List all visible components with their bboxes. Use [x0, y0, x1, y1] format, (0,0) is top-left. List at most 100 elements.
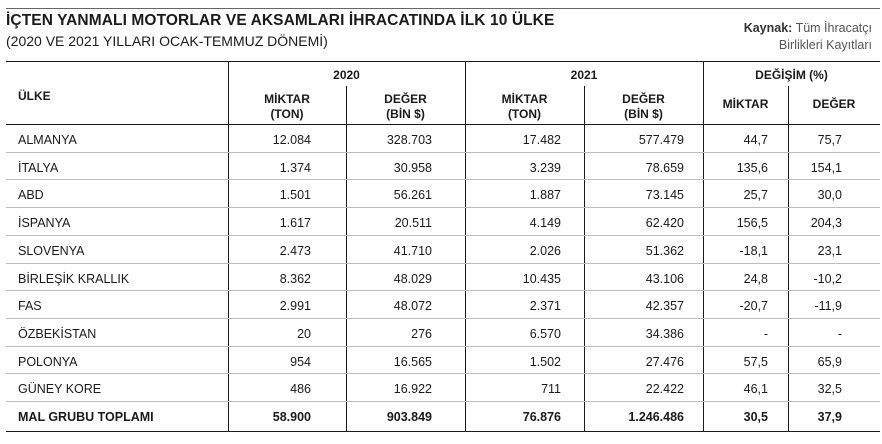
country-cell: MAL GRUBU TOPLAMI — [18, 410, 154, 424]
value-cell: 1.246.486 — [628, 410, 684, 424]
column-header-label: DEĞER — [812, 97, 856, 111]
country-cell: SLOVENYA — [18, 243, 85, 258]
group-divider — [703, 61, 704, 431]
table-row: İTALYA 1.374 30.958 3.239 78.659 135,6 154,1 — [6, 151, 880, 180]
value-cell: 3.239 — [529, 160, 561, 175]
value-cell: 1.617 — [279, 216, 311, 231]
column-header: MİKTAR (TON) — [228, 92, 346, 122]
source-line-1: Tüm İhracatçı — [795, 21, 872, 35]
value-cell: 2.473 — [279, 243, 311, 258]
value-cell: 276 — [411, 326, 432, 341]
column-header-unit: (BİN $) — [386, 107, 425, 121]
value-cell: 8.362 — [279, 271, 311, 286]
column-header: DEĞER — [788, 97, 880, 112]
column-header: MİKTAR (TON) — [465, 92, 584, 122]
value-cell: -18,1 — [739, 243, 769, 258]
value-cell: 30,0 — [817, 188, 842, 203]
column-header: DEĞER (BİN $) — [584, 92, 703, 122]
table-row: FAS 2.991 48.072 2.371 42.357 -20,7 -11,9 — [6, 290, 880, 318]
value-cell: 2.371 — [529, 299, 561, 314]
value-cell: 903.849 — [386, 410, 432, 424]
value-cell: 32,5 — [817, 382, 842, 397]
value-cell: 577.479 — [638, 133, 684, 147]
group-divider — [228, 61, 229, 431]
value-cell: 711 — [541, 382, 561, 397]
value-cell: 75,7 — [817, 133, 842, 147]
value-cell: 16.565 — [393, 354, 432, 369]
value-cell: 156,5 — [736, 216, 768, 231]
value-cell: - — [837, 326, 842, 341]
top-rule — [6, 8, 880, 9]
value-cell: -20,7 — [739, 299, 769, 314]
value-cell: 1.374 — [279, 160, 311, 175]
group-header: 2021 — [570, 68, 598, 82]
value-cell: -11,9 — [814, 299, 842, 314]
sub-divider — [584, 86, 585, 431]
value-cell: 16.922 — [393, 382, 432, 397]
value-cell: 43.106 — [645, 271, 684, 286]
table-row: ABD 1.501 56.261 1.887 73.145 25,7 30,0 — [6, 179, 880, 207]
column-header-label: DEĞER — [622, 92, 665, 106]
value-cell: 44,7 — [743, 133, 768, 147]
value-cell: 22.422 — [645, 382, 684, 397]
value-cell: 20.511 — [394, 216, 432, 231]
value-cell: 65,9 — [817, 354, 842, 369]
country-cell: BİRLEŞİK KRALLIK — [18, 271, 130, 286]
country-cell: ABD — [18, 188, 44, 203]
column-header-label: DEĞER — [384, 92, 427, 106]
page-title: İÇTEN YANMALI MOTORLAR VE AKSAMLARI İHRA… — [6, 12, 555, 29]
country-cell: FAS — [18, 299, 42, 314]
column-header-unit: (TON) — [270, 107, 304, 121]
source-label: Kaynak: — [743, 21, 793, 35]
column-header: MİKTAR — [703, 97, 788, 112]
value-cell: 34.386 — [645, 326, 684, 341]
table-row: İSPANYA 1.617 20.511 4.149 62.420 156,5 204,3 — [6, 207, 880, 235]
page-subtitle: (2020 VE 2021 YILLARI OCAK-TEMMUZ DÖNEMİ… — [6, 33, 328, 49]
value-cell: 30.958 — [393, 160, 432, 175]
value-cell: 1.501 — [279, 188, 311, 203]
group-header: 2020 — [333, 68, 360, 82]
country-cell: İSPANYA — [18, 216, 71, 231]
table-row: POLONYA 954 16.565 1.502 27.476 57,5 65,9 — [6, 345, 880, 374]
bottom-rule — [6, 431, 880, 432]
value-cell: 204,3 — [810, 216, 842, 231]
total-row: MAL GRUBU TOPLAMI 58.900 903.849 76.876 1.24… — [6, 401, 880, 429]
value-cell: 78.659 — [645, 160, 684, 175]
value-cell: 12.084 — [272, 133, 311, 147]
value-cell: 42.357 — [645, 299, 684, 314]
column-header-label: MİKTAR — [264, 92, 310, 106]
value-cell: 17.482 — [522, 133, 561, 147]
value-cell: 1.887 — [529, 188, 561, 203]
value-cell: 57,5 — [743, 354, 768, 369]
value-cell: 10.435 — [522, 271, 561, 286]
country-cell: İTALYA — [18, 160, 59, 175]
value-cell: - — [763, 326, 768, 341]
value-cell: 135,6 — [736, 160, 768, 175]
value-cell: 20 — [297, 326, 311, 341]
value-cell: 2.026 — [529, 243, 561, 258]
value-cell: 37,9 — [817, 410, 842, 424]
column-header: DEĞER (BİN $) — [346, 92, 465, 122]
country-cell: ÖZBEKİSTAN — [18, 326, 97, 341]
value-cell: 62.420 — [645, 216, 684, 231]
value-cell: 58.900 — [272, 410, 311, 424]
value-cell: -10,2 — [813, 271, 843, 286]
column-header-unit: (TON) — [507, 107, 542, 121]
country-cell: ALMANYA — [18, 133, 77, 147]
table-row: ÖZBEKİSTAN 20 276 6.570 34.386 - - — [6, 317, 880, 346]
sub-divider — [788, 86, 789, 431]
table-row: BİRLEŞİK KRALLIK 8.362 48.029 10.435 43.106 2… — [6, 262, 880, 291]
source-note: Kaynak: Tüm İhracatçı Birlikleri Kayıtla… — [744, 20, 872, 54]
value-cell: 24,8 — [743, 271, 768, 286]
value-cell: 2.991 — [279, 299, 311, 314]
value-cell: 56.261 — [393, 188, 432, 203]
source-line-2: Birlikleri Kayıtları — [778, 38, 872, 52]
value-cell: 1.502 — [529, 354, 561, 369]
value-cell: 23,1 — [817, 243, 842, 258]
value-cell: 46,1 — [743, 382, 768, 397]
value-cell: 73.145 — [645, 188, 684, 203]
table-row: GÜNEY KORE 486 16.922 711 22.422 46,1 32,5 — [6, 373, 880, 401]
value-cell: 76.876 — [522, 410, 561, 424]
value-cell: 48.072 — [393, 299, 432, 314]
group-divider — [465, 61, 466, 431]
